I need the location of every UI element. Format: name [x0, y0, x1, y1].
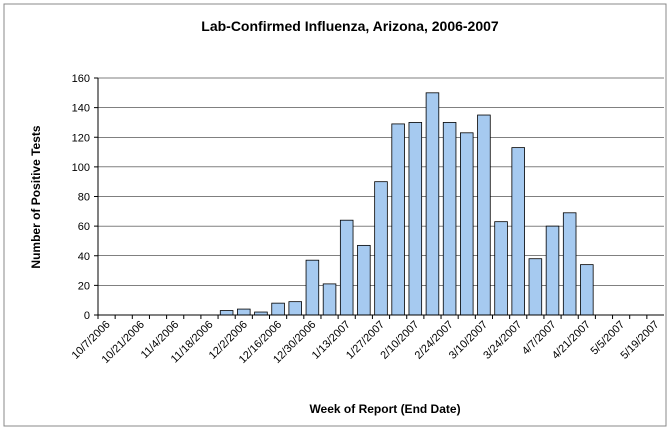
y-tick-label: 100 — [72, 162, 90, 174]
x-axis-title: Week of Report (End Date) — [309, 402, 460, 416]
bar — [374, 181, 388, 316]
bar — [305, 259, 320, 316]
y-tick-label: 40 — [78, 251, 90, 263]
y-tick-label: 160 — [72, 73, 90, 85]
bar — [322, 283, 337, 316]
bar — [339, 219, 354, 316]
y-tick-label: 0 — [84, 310, 90, 322]
chart-border — [3, 3, 667, 427]
bar — [477, 114, 491, 316]
y-tick-label: 20 — [78, 280, 90, 292]
bar — [425, 92, 440, 316]
bar — [528, 258, 543, 316]
bar — [442, 122, 457, 316]
bar — [219, 310, 234, 316]
bar — [460, 132, 474, 316]
y-tick-label: 120 — [72, 132, 90, 144]
y-tick-label: 60 — [78, 221, 90, 233]
bar — [580, 264, 594, 316]
bar — [494, 221, 508, 316]
bar — [562, 212, 577, 316]
chart-title: Lab-Confirmed Influenza, Arizona, 2006-2… — [201, 18, 499, 34]
y-tick-label: 80 — [78, 192, 90, 204]
bar — [271, 302, 285, 316]
bar — [288, 301, 302, 316]
bar — [511, 147, 525, 316]
y-axis-title: Number of Positive Tests — [29, 125, 43, 268]
bar — [408, 122, 423, 316]
bar — [391, 123, 405, 316]
y-tick-label: 140 — [72, 103, 90, 115]
bar — [237, 308, 251, 316]
bar — [357, 244, 371, 316]
bar — [545, 225, 560, 316]
